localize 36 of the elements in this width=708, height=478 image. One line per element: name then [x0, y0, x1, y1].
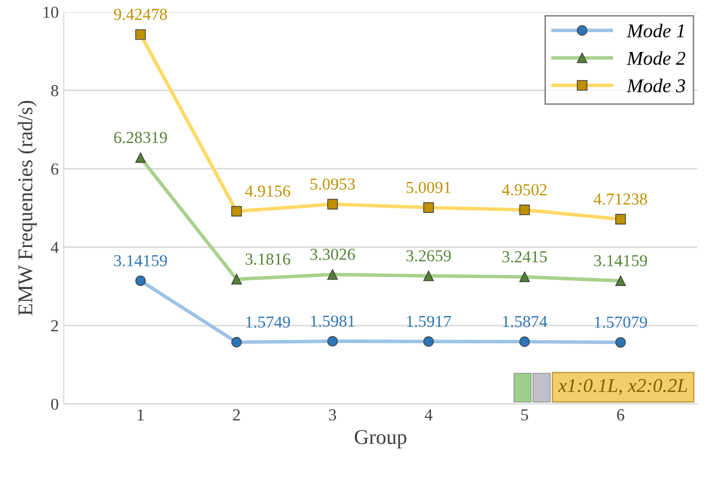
- x-tick-label: 4: [424, 409, 432, 420]
- x-tick-label: 2: [233, 409, 240, 420]
- y-tick-label: 8: [51, 85, 58, 96]
- data-label: 4.71238: [594, 193, 648, 205]
- annotation: x1:0.1L, x2:0.2L: [558, 379, 687, 395]
- data-label: 5.0091: [406, 182, 450, 194]
- data-label: 4.9156: [245, 186, 290, 197]
- data-label: 3.2659: [406, 250, 451, 262]
- data-label: 1.57079: [594, 316, 647, 328]
- x-tick-label: 1: [138, 409, 144, 420]
- data-label: 4.9502: [502, 184, 547, 196]
- data-label: 1.5874: [503, 316, 548, 328]
- data-label: 3.14159: [594, 255, 647, 266]
- y-tick-label: 2: [51, 320, 58, 332]
- x-tick-label: 5: [521, 409, 528, 420]
- data-label: 3.3026: [310, 248, 355, 260]
- data-label: 6.28319: [114, 132, 167, 144]
- x-tick-label: 3: [329, 409, 336, 420]
- data-label: 1.5917: [407, 316, 451, 328]
- legend-label: Mode 3: [626, 78, 686, 92]
- data-label: 3.1816: [246, 253, 290, 265]
- data-label: 1.5749: [246, 316, 290, 328]
- legend-label: Mode 1: [626, 24, 684, 38]
- x-tick-label: 6: [617, 409, 624, 420]
- x-axis-title: Group: [354, 430, 406, 448]
- data-label: 1.5981: [311, 316, 354, 327]
- data-label: 9.42478: [114, 8, 167, 20]
- y-tick-label: 0: [51, 398, 58, 410]
- y-tick-label: 10: [44, 6, 58, 18]
- data-label: 3.14159: [114, 255, 167, 266]
- data-label: 3.2415: [502, 251, 547, 262]
- data-label: 5.0953: [310, 178, 355, 190]
- y-tick-label: 4: [50, 242, 59, 253]
- legend-label: Mode 2: [626, 51, 686, 65]
- y-tick-label: 6: [51, 163, 58, 175]
- y-axis-title: EMW Frequencies (rad/s): [18, 100, 37, 316]
